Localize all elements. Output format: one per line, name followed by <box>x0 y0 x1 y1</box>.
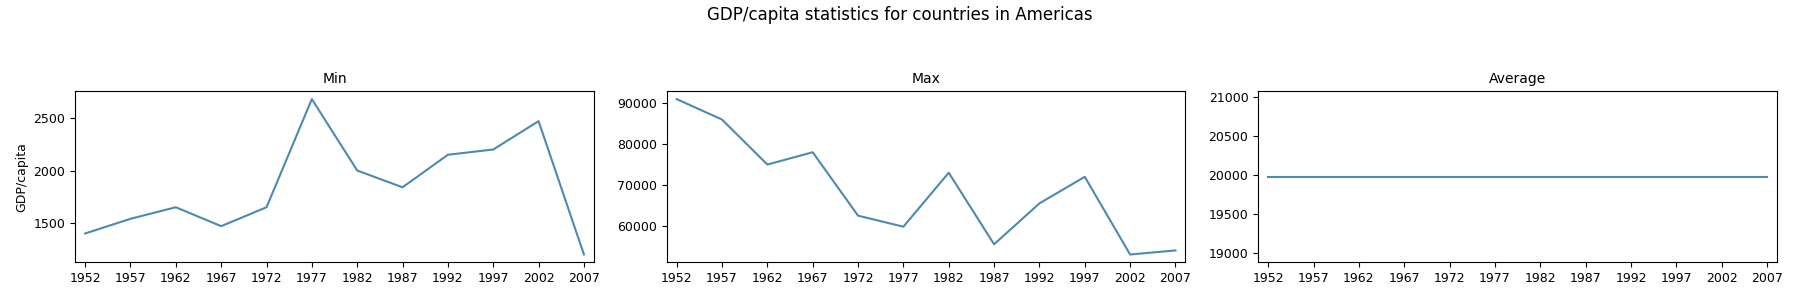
Title: Max: Max <box>911 72 940 86</box>
Y-axis label: GDP/capita: GDP/capita <box>14 142 29 212</box>
Text: GDP/capita statistics for countries in Americas: GDP/capita statistics for countries in A… <box>707 6 1093 24</box>
Title: Min: Min <box>322 72 347 86</box>
Title: Average: Average <box>1489 72 1546 86</box>
